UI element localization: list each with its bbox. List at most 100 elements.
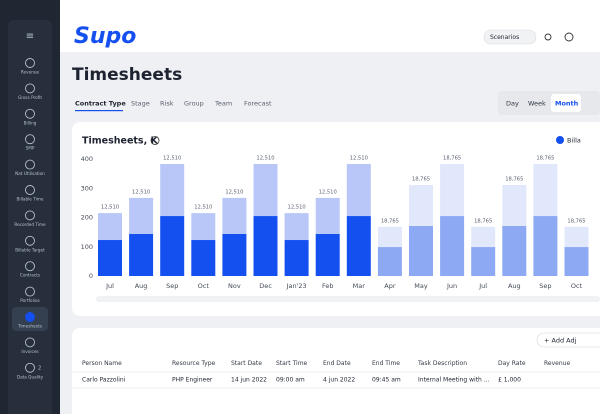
nav-icon[interactable] — [25, 337, 35, 348]
cell: 4 jun 2022 — [323, 377, 355, 384]
bar-segment — [564, 226, 589, 248]
bar-segment — [129, 233, 154, 276]
y-tick-label: 300 — [81, 184, 93, 192]
y-tick-label: 200 — [81, 214, 93, 222]
nav-icon[interactable] — [25, 286, 35, 297]
nav-icon[interactable] — [25, 159, 35, 170]
x-tick-label: Nov — [228, 282, 241, 290]
x-tick-label: Mar — [353, 282, 366, 290]
nav-icon[interactable] — [25, 58, 35, 68]
x-tick-label: Jul — [105, 282, 114, 290]
nav-icon[interactable] — [25, 261, 35, 272]
tab[interactable]: Team — [214, 100, 232, 108]
nav-icon[interactable] — [25, 235, 35, 246]
search-icon[interactable] — [544, 33, 552, 41]
x-tick-label: Jun — [446, 282, 457, 290]
info-icon[interactable] — [150, 136, 160, 145]
table-card — [72, 328, 600, 414]
scenarios-button[interactable] — [483, 29, 537, 45]
nav-label[interactable]: Gross Profit — [18, 95, 42, 100]
tab-underline — [75, 110, 123, 112]
add-button[interactable] — [536, 332, 600, 348]
bar-annotation: 12,510 — [101, 205, 119, 211]
x-tick-label: Jan'23 — [286, 282, 307, 290]
bar-segment — [160, 163, 185, 217]
logo[interactable]: Supo — [74, 24, 136, 49]
nav-icon[interactable] — [25, 108, 35, 119]
bar-segment — [253, 163, 278, 217]
cell: Internal Meeting with ... — [418, 377, 490, 384]
x-tick-label: Apr — [384, 282, 396, 290]
help-icon[interactable] — [564, 32, 574, 42]
column-header: End Date — [323, 360, 351, 367]
bar-annotation: 18,765 — [381, 218, 399, 224]
view-button[interactable]: Week — [528, 100, 546, 108]
bar-segment — [129, 197, 154, 234]
nav-label[interactable]: Revenue — [21, 70, 40, 75]
bar-segment — [377, 247, 402, 276]
bar-segment — [284, 240, 309, 276]
nav-label[interactable]: Invoices — [21, 349, 38, 354]
bar-segment — [315, 197, 340, 234]
bar-annotation: 12,510 — [319, 189, 337, 195]
x-tick-label: Feb — [322, 282, 334, 290]
cell: 14 jun 2022 — [231, 377, 267, 384]
nav-label[interactable]: Recorded Time — [14, 222, 46, 227]
nav-icon[interactable] — [25, 83, 35, 94]
cell: PHP Engineer — [172, 377, 213, 384]
column-header: Day Rate — [498, 360, 526, 367]
x-tick-label: May — [414, 282, 428, 290]
nav-label[interactable]: Billable Target — [15, 247, 45, 252]
bar-annotation: 12,510 — [225, 189, 243, 195]
nav-label[interactable]: Billable Time — [17, 197, 44, 202]
nav-icon[interactable] — [25, 312, 35, 322]
nav-label[interactable]: Nat Utilisation — [15, 171, 45, 176]
bar-segment — [471, 247, 496, 276]
bar-annotation: 12,510 — [256, 155, 274, 161]
x-tick-label: Aug — [508, 282, 521, 290]
bar-annotation: 12,510 — [163, 155, 181, 161]
nav-label[interactable]: Portfolios — [20, 298, 39, 303]
tab[interactable]: Contract Type — [75, 100, 126, 108]
view-active — [551, 94, 581, 112]
bar-annotation: 12,510 — [350, 155, 368, 161]
column-header: Person Name — [82, 360, 122, 367]
nav-icon[interactable] — [25, 185, 35, 195]
view-button[interactable]: Day — [506, 100, 519, 108]
cell: 09:45 am — [372, 377, 401, 384]
chart-title: Timesheets, K — [82, 136, 158, 147]
nav-icon[interactable] — [25, 362, 35, 373]
add-button-label: + Add Adj — [544, 337, 577, 345]
bar-annotation: 12,510 — [194, 205, 212, 211]
tab[interactable]: Stage — [131, 100, 150, 108]
nav-label[interactable]: Billing — [24, 120, 37, 125]
bar-segment — [409, 225, 433, 276]
column-header: Revenue — [544, 360, 570, 367]
cell: 09:00 am — [276, 377, 305, 384]
x-tick-label: Oct — [571, 282, 583, 290]
x-tick-label: Aug — [135, 282, 148, 290]
bar-annotation: 18,765 — [536, 155, 554, 161]
bar-annotation: 18,765 — [412, 177, 430, 183]
tab[interactable]: Forecast — [244, 100, 272, 108]
nav-label[interactable]: Contracts — [20, 273, 40, 278]
cell: Carlo Pazzolini — [82, 377, 126, 384]
nav-label[interactable]: SMP — [26, 146, 35, 151]
nav-icon[interactable] — [25, 134, 35, 145]
y-tick-label: 0 — [89, 272, 93, 280]
x-tick-label: Sep — [539, 282, 551, 290]
nav-icon[interactable] — [25, 210, 35, 221]
tab[interactable]: Group — [184, 100, 204, 108]
x-tick-label: Sep — [166, 282, 178, 290]
column-header: End Time — [372, 360, 400, 367]
view-button[interactable]: Month — [555, 100, 579, 108]
scrollbar[interactable] — [96, 296, 600, 302]
tab[interactable]: Risk — [160, 100, 174, 108]
nav-label[interactable]: Timesheets — [17, 324, 42, 329]
menu-icon[interactable]: ≡ — [26, 31, 34, 42]
nav-label[interactable]: Data Quality — [17, 374, 44, 379]
x-tick-label: Oct — [198, 282, 210, 290]
bar-segment — [409, 185, 433, 226]
bar-segment — [191, 213, 216, 241]
